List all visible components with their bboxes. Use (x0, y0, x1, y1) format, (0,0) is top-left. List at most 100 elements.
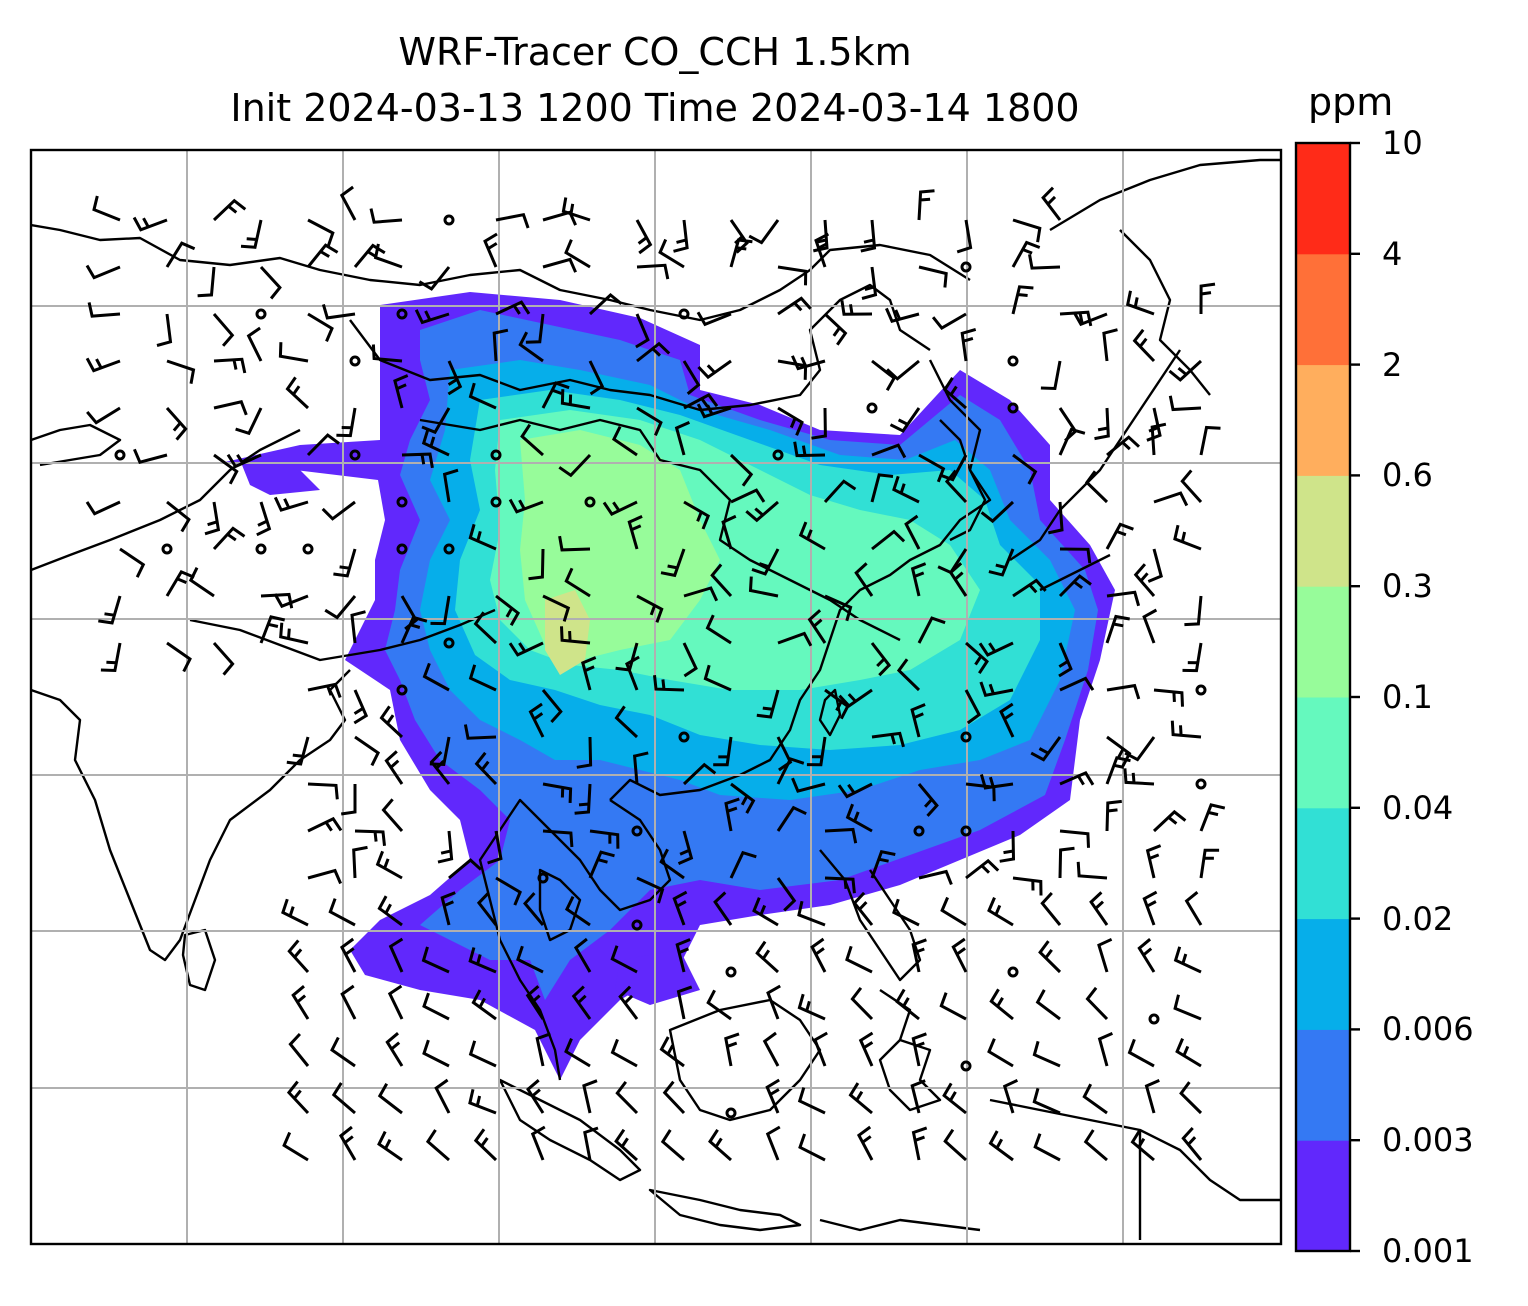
coastline-lesser-sunda (819, 1218, 981, 1232)
wind-barb (558, 453, 592, 478)
wind-barb (860, 219, 877, 253)
wind-barb (766, 984, 781, 1020)
wind-barb (729, 453, 754, 487)
wind-barb (1173, 946, 1202, 974)
wind-barb (468, 947, 497, 974)
wind-barb (848, 1082, 873, 1115)
wind-barb (798, 1133, 826, 1162)
wind-barb (1106, 683, 1141, 700)
wind-barb (1097, 1032, 1114, 1067)
wind-barb (330, 1036, 356, 1068)
wind-barb (910, 562, 927, 597)
calm-wind-marker (960, 261, 972, 273)
wind-barb (1059, 547, 1092, 564)
wind-barb (660, 548, 686, 578)
wind-barb (793, 441, 826, 458)
wind-barb (1041, 186, 1062, 221)
wind-barb (776, 877, 797, 912)
wind-barb (762, 1031, 780, 1067)
wind-barb (528, 702, 545, 738)
wind-barb (636, 406, 663, 436)
wind-barb (85, 500, 121, 516)
wind-barb (288, 1032, 310, 1067)
colorbar-segment (1296, 697, 1350, 809)
wind-barb (1012, 578, 1047, 598)
wind-barb (1199, 848, 1220, 879)
wind-barb (939, 992, 967, 1021)
wind-barb (92, 195, 121, 222)
wind-barb (373, 243, 403, 269)
colorbar-tick-label: 2 (1382, 345, 1403, 384)
wind-barb (1168, 395, 1202, 412)
wind-barb (861, 266, 878, 300)
wind-barb (627, 515, 643, 550)
coastline-sulawesi (878, 1038, 942, 1112)
wind-barb (1030, 736, 1062, 762)
wind-barb (871, 529, 906, 551)
wind-barb (1133, 563, 1156, 597)
wind-barb (965, 858, 1000, 880)
coastline-caspian (31, 423, 122, 467)
wind-barb (777, 406, 804, 436)
wind-barb (705, 614, 732, 645)
wind-barb (246, 326, 263, 362)
title-line-2: Init 2024-03-13 1200 Time 2024-03-14 180… (230, 86, 1080, 130)
wind-barb (1180, 469, 1203, 504)
wind-barb (1084, 470, 1109, 504)
wind-barb (377, 895, 403, 927)
wind-barb (165, 407, 188, 441)
wind-barb (1032, 1040, 1061, 1068)
wind-barb (240, 219, 263, 249)
calm-wind-marker (490, 496, 502, 508)
wind-barb (662, 1080, 686, 1115)
wind-barb (942, 1082, 967, 1115)
coastline-java (648, 1188, 802, 1232)
wind-barb (885, 307, 920, 323)
wind-barb (188, 567, 215, 598)
wind-barb (765, 1125, 781, 1161)
wind-barb (710, 563, 733, 598)
wind-barb (166, 500, 191, 533)
wind-barb (353, 689, 369, 725)
calm-wind-marker (1195, 778, 1207, 790)
wind-barb (307, 782, 339, 800)
wind-barb (1181, 1126, 1203, 1161)
wind-barb (1142, 890, 1158, 926)
calm-wind-marker (631, 919, 643, 931)
wind-barb (495, 876, 522, 906)
wind-barb (226, 453, 262, 469)
wind-barb (166, 641, 192, 673)
wind-barb (659, 848, 685, 880)
wind-barb (675, 938, 691, 973)
wind-barb (1199, 425, 1221, 456)
calm-wind-marker (1007, 402, 1019, 414)
wind-barb (528, 548, 545, 581)
wind-barb (610, 945, 638, 974)
wind-barb (287, 939, 310, 974)
wind-barb (806, 736, 827, 767)
wind-barb (571, 985, 592, 1020)
wind-barb (401, 452, 434, 469)
wind-barb (948, 562, 968, 597)
wind-barb (635, 219, 653, 255)
wind-barb (1076, 861, 1108, 880)
calm-wind-marker (349, 355, 361, 367)
wind-barb (561, 197, 591, 222)
wind-barb (483, 232, 498, 268)
wind-barb (564, 1038, 591, 1068)
wind-barb (286, 736, 310, 766)
wind-barb (917, 616, 946, 644)
wind-barb (387, 984, 404, 1020)
wind-barb (965, 641, 989, 675)
wind-barb (713, 736, 733, 767)
wind-barb (917, 783, 939, 817)
wind-barb (422, 1039, 450, 1068)
wind-barb (1083, 1129, 1108, 1162)
wind-barb (940, 896, 967, 927)
wind-barb (653, 675, 685, 692)
colorbar-segment (1296, 918, 1350, 1030)
wind-barb (1011, 240, 1041, 268)
wind-barb (100, 642, 122, 673)
wind-barb (910, 703, 926, 738)
